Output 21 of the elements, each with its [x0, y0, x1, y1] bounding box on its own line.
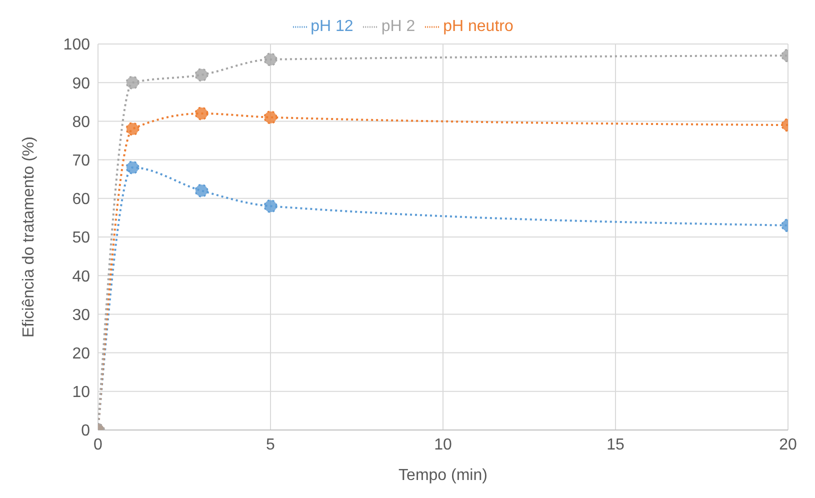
y-tick-label: 70	[72, 152, 90, 170]
x-tick-label: 15	[606, 436, 624, 454]
y-tick-label: 60	[72, 191, 90, 208]
legend-label: pH 12	[310, 18, 354, 35]
y-tick-label: 0	[81, 422, 90, 440]
y-tick-label: 20	[72, 345, 90, 362]
x-tick-label: 10	[434, 436, 452, 454]
y-tick-label: 10	[72, 384, 90, 402]
y-axis-title: Eficiência do tratamento (%)	[20, 136, 38, 338]
x-axis-title: Tempo (min)	[398, 467, 488, 484]
y-tick-label: 100	[63, 36, 90, 54]
y-tick-label: 50	[72, 230, 90, 247]
x-tick-label: 20	[779, 436, 797, 454]
x-tick-label: 5	[266, 436, 276, 454]
y-tick-label: 90	[72, 75, 90, 92]
legend-label: pH 2	[381, 18, 416, 35]
x-tick-label: 0	[94, 436, 103, 454]
legend-label: pH neutro	[443, 18, 514, 35]
y-tick-label: 30	[72, 306, 90, 324]
y-tick-label: 40	[72, 268, 90, 286]
y-tick-label: 80	[72, 114, 90, 131]
